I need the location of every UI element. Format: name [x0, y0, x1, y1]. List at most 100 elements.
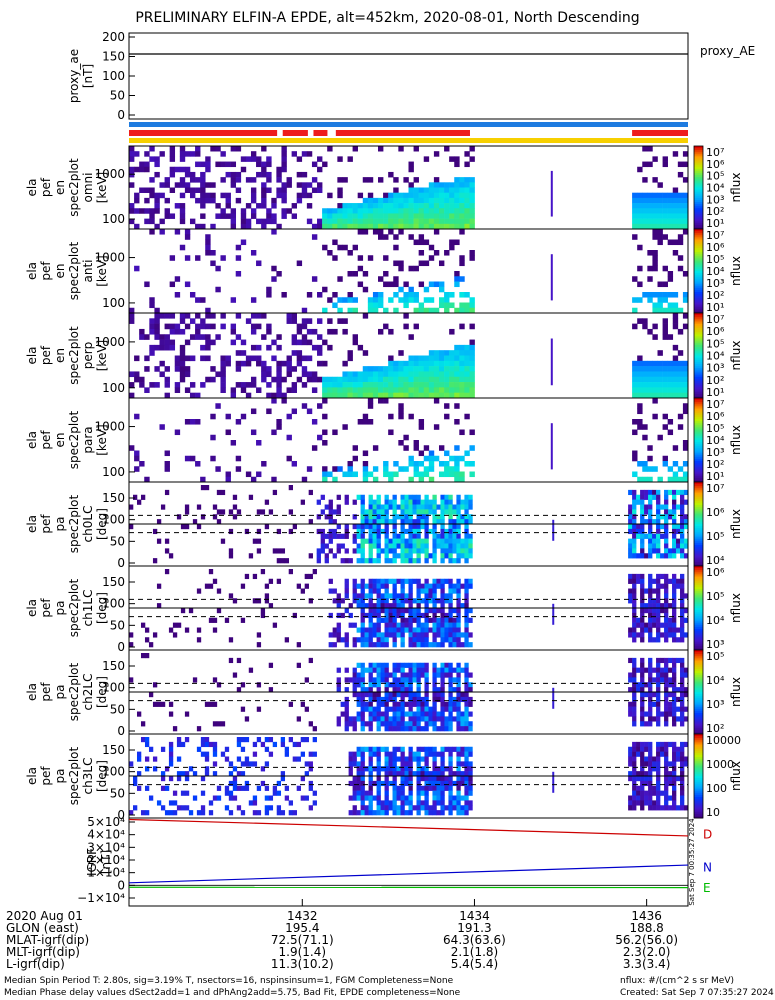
- pitch-angle-bin: [348, 766, 353, 772]
- pitch-angle-bin: [412, 538, 417, 544]
- spectrogram-bin: [327, 376, 333, 383]
- colorbar-swatch: [694, 393, 703, 397]
- spectrogram-bin: [637, 218, 643, 225]
- colorbar-swatch: [694, 304, 703, 308]
- spectrogram-bin: [433, 208, 440, 214]
- spectrogram-bin: [464, 151, 470, 157]
- pitch-angle-bin: [636, 795, 641, 801]
- pitch-angle-bin: [168, 810, 174, 816]
- pitch-angle-bin: [264, 583, 270, 589]
- spectrogram-bin: [438, 260, 445, 267]
- pitch-angle-bin: [348, 761, 353, 767]
- status-bar-science: [632, 130, 688, 136]
- pitch-angle-bin: [388, 558, 393, 564]
- pitch-angle-bin: [424, 771, 429, 777]
- pitch-angle-bin: [408, 776, 413, 782]
- pitch-angle-bin: [380, 608, 385, 614]
- pitch-angle-bin: [424, 677, 429, 683]
- spectrogram-bin: [449, 355, 455, 362]
- spectrogram-bin: [372, 218, 379, 225]
- pitch-angle-bin: [672, 499, 677, 505]
- colorbar-swatch: [694, 780, 703, 783]
- pitch-angle-bin: [424, 519, 429, 525]
- pitch-angle-bin: [648, 519, 653, 525]
- spectrogram-bin: [220, 355, 226, 362]
- colorbar-swatch: [694, 654, 703, 657]
- spectrogram-bin: [418, 302, 425, 309]
- spectrogram-bin: [433, 392, 440, 399]
- pitch-angle-bin: [356, 776, 361, 782]
- spectrogram-bin: [367, 366, 374, 372]
- spectrogram-bin: [459, 371, 465, 378]
- pitch-angle-bin: [416, 711, 421, 717]
- pitch-angle-bin: [216, 785, 222, 791]
- spectrogram-bin: [398, 408, 404, 415]
- pitch-angle-bin: [440, 627, 445, 633]
- pitch-angle-bin: [640, 583, 645, 589]
- pitch-angle-bin: [444, 504, 449, 510]
- spectrogram-bin: [672, 151, 679, 157]
- spectrogram-bin: [291, 203, 297, 209]
- spectrogram-bin: [672, 197, 679, 204]
- colorbar-swatch: [694, 685, 703, 689]
- pitch-angle-bin: [368, 706, 373, 712]
- pitch-angle-bin: [364, 538, 369, 544]
- pitch-angle-bin: [380, 766, 385, 772]
- pitch-angle-bin: [388, 593, 393, 599]
- pitch-angle-bin: [384, 771, 389, 777]
- pitch-angle-bin: [384, 553, 389, 559]
- spectrogram-bin: [428, 182, 435, 188]
- pitch-angle-bin: [424, 598, 429, 604]
- pitch-angle-bin: [636, 741, 641, 748]
- spectrogram-bin: [632, 360, 638, 367]
- spectrogram-bin: [378, 366, 384, 372]
- pitch-angle-bin: [396, 701, 401, 707]
- spectrogram-bin: [342, 318, 348, 324]
- pitch-angle-bin: [432, 776, 437, 782]
- colorbar-swatch: [694, 545, 703, 548]
- pitch-angle-bin: [424, 533, 429, 539]
- pitch-angle-bin: [240, 737, 246, 743]
- pitch-angle-bin: [636, 751, 641, 757]
- pitch-angle-bin: [412, 598, 417, 604]
- spectrogram-bin: [647, 392, 653, 399]
- spectrogram-bin: [637, 281, 643, 288]
- spectrogram-bin: [464, 208, 470, 214]
- pitch-angle-bin: [160, 504, 166, 510]
- colorbar-swatch: [694, 206, 703, 209]
- pitch-angle-bin: [344, 642, 349, 648]
- pitch-angle-bin: [656, 578, 661, 584]
- spectrogram-bin: [423, 156, 430, 162]
- pitch-angle-bin: [456, 588, 461, 594]
- spectrogram-bin: [413, 208, 419, 214]
- spectrogram-bin: [444, 403, 450, 409]
- pitch-angle-bin: [640, 687, 645, 693]
- spectrogram-bin: [657, 434, 663, 441]
- spectrogram-bin: [332, 429, 338, 436]
- spectrogram-bin: [677, 192, 684, 199]
- pitch-angle-bin: [352, 598, 357, 604]
- pitch-angle-bin: [372, 746, 377, 752]
- pitch-angle-bin: [396, 771, 401, 777]
- pitch-angle-bin: [236, 741, 242, 748]
- pitch-angle-bin: [360, 672, 365, 678]
- spectrogram-bin: [250, 313, 257, 319]
- spectrogram-bin: [403, 466, 409, 472]
- pitch-angle-bin: [340, 533, 345, 539]
- pitch-angle-bin: [372, 558, 377, 564]
- colorbar-tick-label: 10³: [706, 193, 724, 206]
- spectrogram-bin: [444, 197, 450, 204]
- pitch-angle-bin: [632, 790, 637, 796]
- pitch-angle-bin: [144, 637, 150, 643]
- pitch-angle-bin: [636, 776, 641, 782]
- spectrogram-bin: [362, 313, 369, 319]
- pitch-angle-bin: [328, 578, 333, 584]
- pitch-angle-bin: [392, 805, 397, 811]
- colorbar-swatch: [694, 582, 703, 586]
- pitch-angle-bin: [400, 672, 405, 678]
- pitch-angle-bin: [632, 662, 637, 668]
- colorbar-swatch: [694, 662, 703, 666]
- colorbar-swatch: [694, 383, 703, 386]
- spectrogram-bin: [388, 471, 394, 478]
- pitch-angle-bin: [368, 514, 373, 520]
